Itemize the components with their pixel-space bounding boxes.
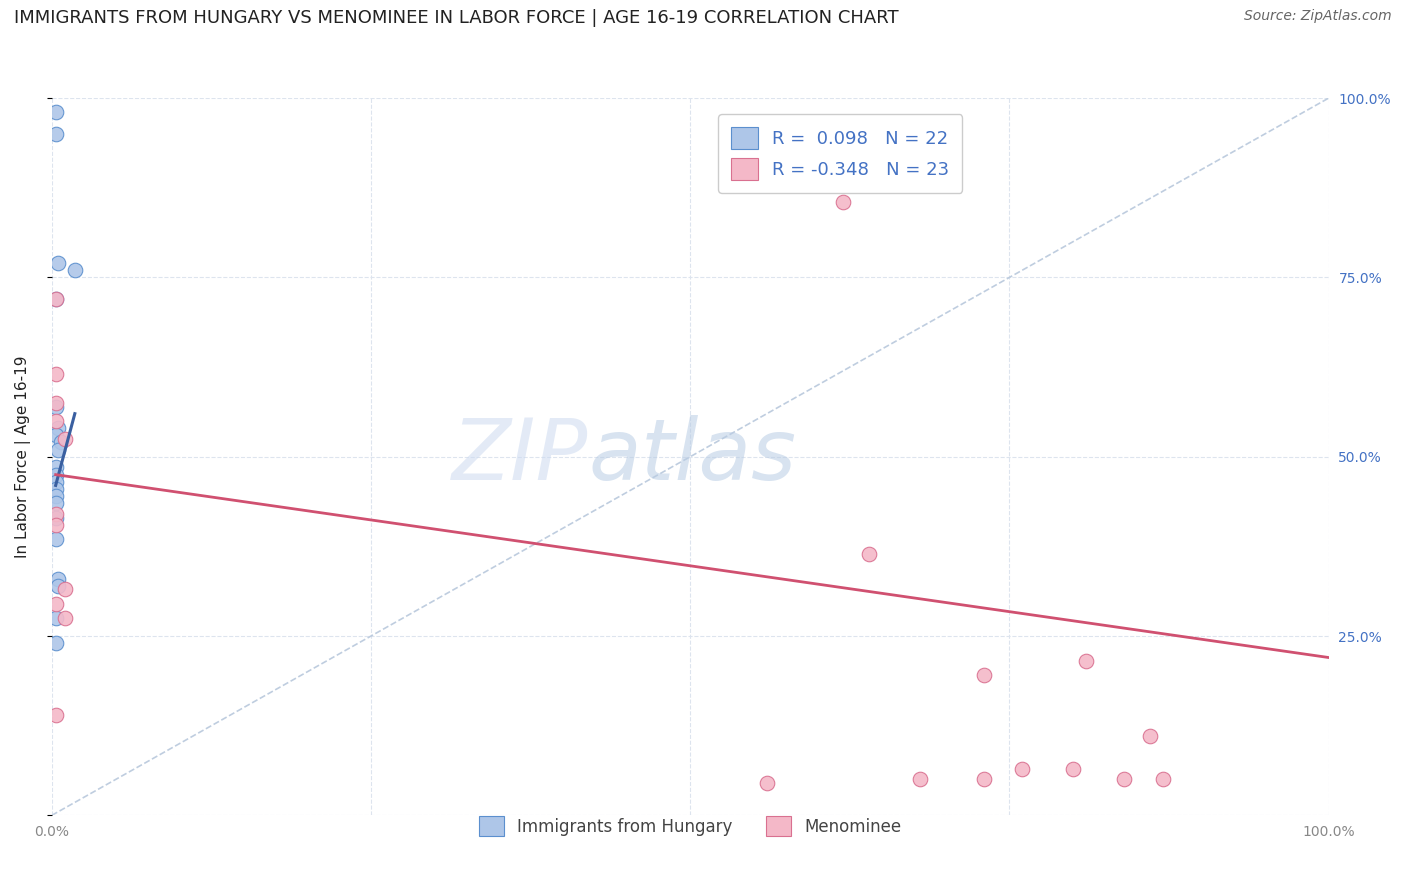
Text: Source: ZipAtlas.com: Source: ZipAtlas.com [1244,9,1392,23]
Point [45,597,67,611]
Point [45,460,67,475]
Legend: Immigrants from Hungary, Menominee: Immigrants from Hungary, Menominee [472,809,908,843]
Point [46,421,69,435]
Point [1074,654,1097,668]
Point [45,292,67,306]
Point [49,435,72,450]
Point [63,263,86,277]
Point [1011,762,1033,776]
Point [1062,762,1084,776]
Point [45,636,67,650]
Point [858,547,880,561]
Point [973,668,995,682]
Point [45,496,67,510]
Point [53,582,76,597]
Point [45,507,67,521]
Point [46,579,69,593]
Point [45,414,67,428]
Point [45,611,67,625]
Point [755,776,778,790]
Point [45,292,67,306]
Point [53,611,76,625]
Point [45,400,67,414]
Point [53,432,76,446]
Point [45,368,67,382]
Point [45,467,67,482]
Point [45,475,67,489]
Point [46,256,69,270]
Point [973,772,995,787]
Point [45,489,67,503]
Point [908,772,931,787]
Point [46,442,69,457]
Point [45,428,67,442]
Text: IMMIGRANTS FROM HUNGARY VS MENOMINEE IN LABOR FORCE | AGE 16-19 CORRELATION CHAR: IMMIGRANTS FROM HUNGARY VS MENOMINEE IN … [14,9,898,27]
Point [1152,772,1174,787]
Point [46,572,69,586]
Text: atlas: atlas [588,415,796,499]
Point [45,105,67,120]
Text: ZIP: ZIP [451,415,588,499]
Point [45,510,67,524]
Y-axis label: In Labor Force | Age 16-19: In Labor Force | Age 16-19 [15,355,31,558]
Point [45,532,67,546]
Point [1114,772,1136,787]
Point [45,396,67,410]
Point [45,482,67,496]
Point [45,517,67,532]
Point [1139,730,1161,744]
Point [45,707,67,722]
Point [45,127,67,141]
Point [832,195,855,210]
